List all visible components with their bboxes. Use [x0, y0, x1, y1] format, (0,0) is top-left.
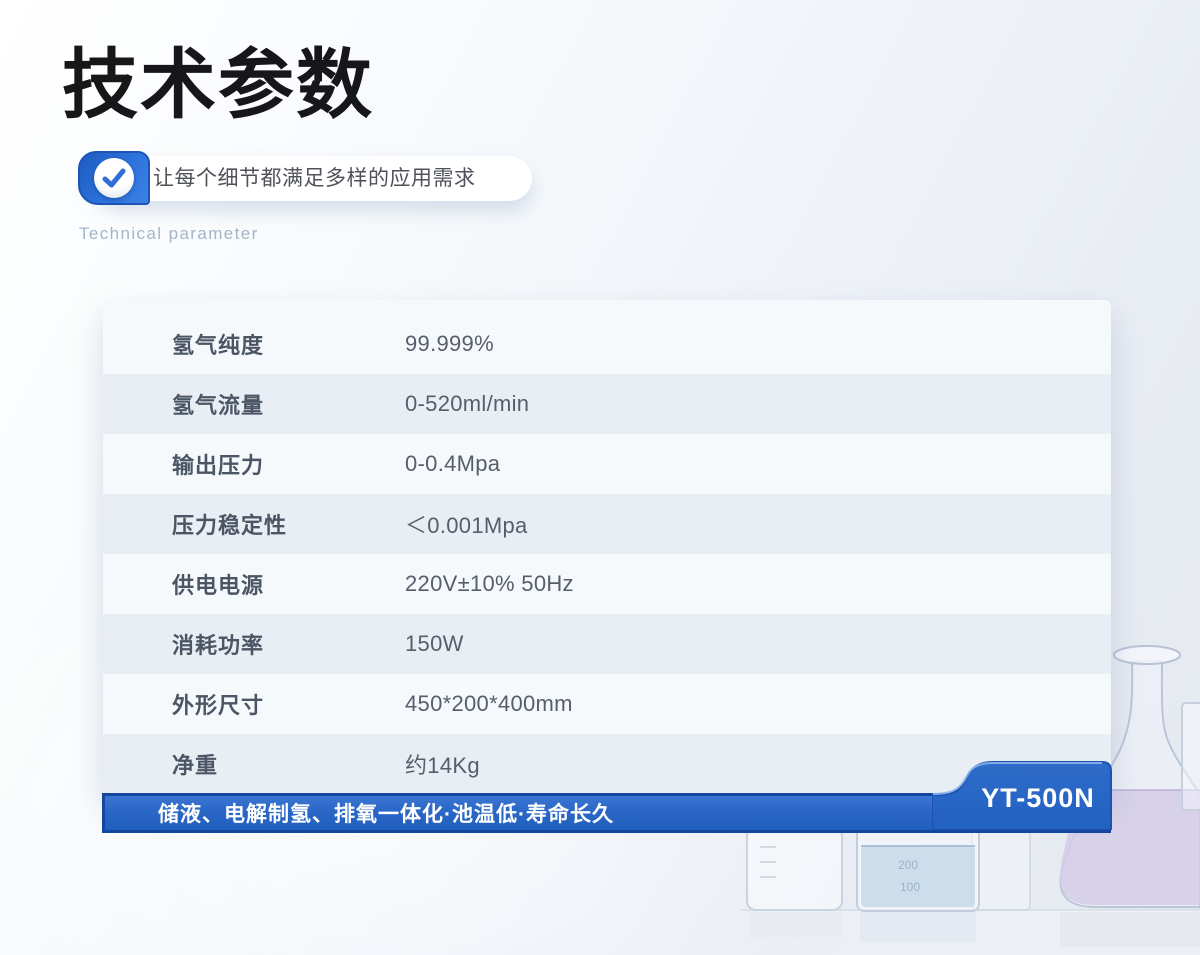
- spec-value: 220V±10% 50Hz: [405, 571, 574, 596]
- spec-value: 99.999%: [405, 331, 494, 356]
- table-row: 压力稳定性 ＜0.001Mpa: [103, 494, 1111, 554]
- reflection: [1060, 912, 1200, 947]
- model-tab: YT-500N: [932, 761, 1112, 830]
- spec-value: 150W: [405, 631, 464, 656]
- beaker-scale-100: 100: [900, 880, 920, 894]
- liquid-beaker: 200 100: [856, 822, 980, 912]
- table-row: 消耗功率 150W: [103, 614, 1111, 674]
- check-badge: [78, 151, 150, 205]
- feature-text: 储液、电解制氢、排氧一体化·池温低·寿命长久: [158, 803, 614, 826]
- table-row: 净重 约14Kg: [103, 734, 1111, 794]
- spec-label: 供电电源: [172, 573, 265, 598]
- countertop: [700, 910, 1200, 955]
- spec-label: 消耗功率: [172, 633, 265, 658]
- spec-label: 氢气纯度: [172, 333, 265, 358]
- spec-value: 450*200*400mm: [405, 691, 573, 716]
- tagline-pill: 让每个细节都满足多样的应用需求: [96, 156, 532, 201]
- spec-label: 外形尺寸: [172, 693, 265, 718]
- spec-value: 约14Kg: [405, 753, 480, 778]
- page-title: 技术参数: [62, 44, 374, 128]
- spec-value: 0-0.4Mpa: [405, 451, 501, 476]
- subtitle-en: Technical parameter: [79, 224, 259, 243]
- spec-label: 输出压力: [172, 453, 265, 478]
- reflection: [860, 912, 976, 942]
- table-row: 输出压力 0-0.4Mpa: [103, 434, 1111, 494]
- spec-table: 氢气纯度 99.999% 氢气流量 0-520ml/min 输出压力 0-0.4…: [103, 300, 1111, 794]
- spec-label: 氢气流量: [172, 393, 265, 418]
- empty-beaker: [746, 826, 843, 911]
- tagline-text: 让每个细节都满足多样的应用需求: [153, 167, 476, 190]
- model-label: YT-500N: [981, 783, 1095, 813]
- edge-vessel: [1181, 702, 1200, 811]
- beaker-scale-200: 200: [898, 858, 918, 872]
- spec-label: 净重: [172, 753, 219, 778]
- table-row: 氢气纯度 99.999%: [103, 314, 1111, 374]
- checkmark-icon: [94, 158, 134, 198]
- spec-value: 0-520ml/min: [405, 391, 530, 416]
- spec-label: 压力稳定性: [172, 513, 288, 538]
- spec-value: ＜0.001Mpa: [405, 513, 528, 538]
- reflection: [750, 912, 842, 937]
- table-row: 供电电源 220V±10% 50Hz: [103, 554, 1111, 614]
- table-row: 氢气流量 0-520ml/min: [103, 374, 1111, 434]
- table-row: 外形尺寸 450*200*400mm: [103, 674, 1111, 734]
